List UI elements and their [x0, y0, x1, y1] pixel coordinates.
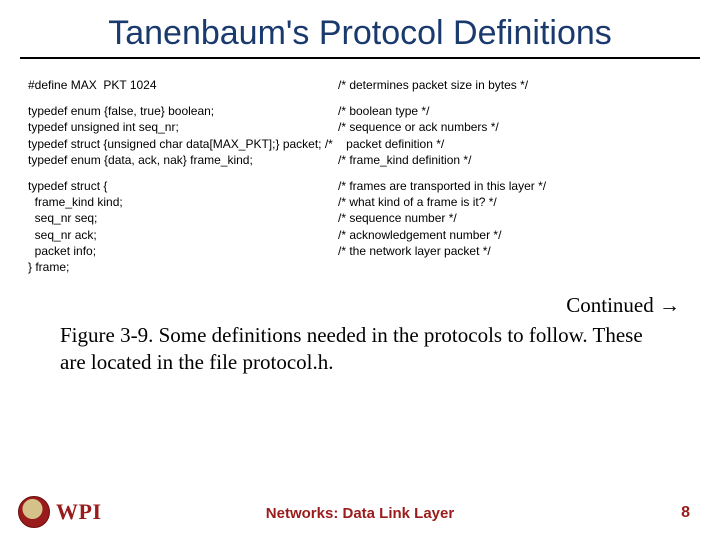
code-line: typedef enum {data, ack, nak} frame_kind… — [28, 152, 692, 168]
figure-caption: Figure 3-9. Some definitions needed in t… — [0, 318, 720, 377]
code-def: typedef unsigned int seq_nr; — [28, 119, 338, 135]
code-def: typedef enum {data, ack, nak} frame_kind… — [28, 152, 338, 168]
code-comment: /* acknowledgement number */ — [338, 227, 692, 243]
code-comment: /* sequence or ack numbers */ — [338, 119, 692, 135]
code-def: packet info; — [28, 243, 338, 259]
code-def: seq_nr ack; — [28, 227, 338, 243]
code-line: } frame; — [28, 259, 692, 275]
code-def: typedef struct {unsigned char data[MAX_P… — [28, 136, 444, 152]
code-line: typedef struct {unsigned char data[MAX_P… — [28, 136, 692, 152]
code-line: seq_nr ack;/* acknowledgement number */ — [28, 227, 692, 243]
page-number: 8 — [681, 504, 690, 522]
code-line: #define MAX PKT 1024 /* determines packe… — [28, 77, 692, 93]
code-line: seq_nr seq;/* sequence number */ — [28, 210, 692, 226]
code-comment: /* frames are transported in this layer … — [338, 178, 692, 194]
code-def: typedef struct { — [28, 178, 338, 194]
code-block: #define MAX PKT 1024 /* determines packe… — [0, 69, 720, 275]
code-comment: /* determines packet size in bytes */ — [338, 77, 692, 93]
code-line: frame_kind kind;/* what kind of a frame … — [28, 194, 692, 210]
code-def: seq_nr seq; — [28, 210, 338, 226]
slide-footer: WPI Networks: Data Link Layer 8 — [0, 492, 720, 528]
code-comment: /* frame_kind definition */ — [338, 152, 692, 168]
code-line: typedef struct {/* frames are transporte… — [28, 178, 692, 194]
code-line: typedef enum {false, true} boolean;/* bo… — [28, 103, 692, 119]
code-def: #define MAX PKT 1024 — [28, 77, 338, 93]
code-def: typedef enum {false, true} boolean; — [28, 103, 338, 119]
code-block-3: typedef struct {/* frames are transporte… — [28, 178, 692, 275]
code-comment: /* the network layer packet */ — [338, 243, 692, 259]
continued-indicator: Continued → — [0, 293, 720, 318]
code-block-2: typedef enum {false, true} boolean;/* bo… — [28, 103, 692, 168]
code-block-1: #define MAX PKT 1024 /* determines packe… — [28, 77, 692, 93]
code-def: frame_kind kind; — [28, 194, 338, 210]
code-line: packet info;/* the network layer packet … — [28, 243, 692, 259]
code-comment: /* sequence number */ — [338, 210, 692, 226]
slide-title: Tanenbaum's Protocol Definitions — [20, 0, 700, 59]
code-comment — [338, 259, 692, 275]
footer-title: Networks: Data Link Layer — [0, 505, 720, 522]
code-line: typedef unsigned int seq_nr;/* sequence … — [28, 119, 692, 135]
code-comment: /* boolean type */ — [338, 103, 692, 119]
code-def: } frame; — [28, 259, 338, 275]
code-comment: /* what kind of a frame is it? */ — [338, 194, 692, 210]
